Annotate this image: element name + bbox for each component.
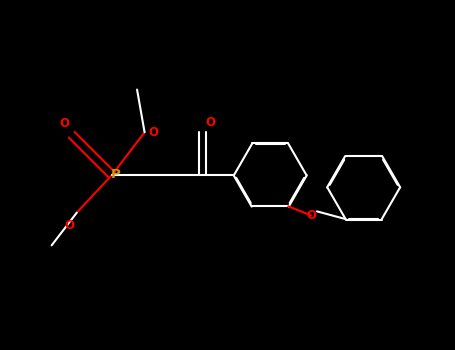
Text: O: O bbox=[149, 126, 159, 139]
Text: O: O bbox=[59, 117, 69, 130]
Text: O: O bbox=[306, 209, 316, 222]
Text: P: P bbox=[111, 168, 121, 182]
Text: O: O bbox=[64, 219, 74, 232]
Text: O: O bbox=[205, 116, 215, 129]
